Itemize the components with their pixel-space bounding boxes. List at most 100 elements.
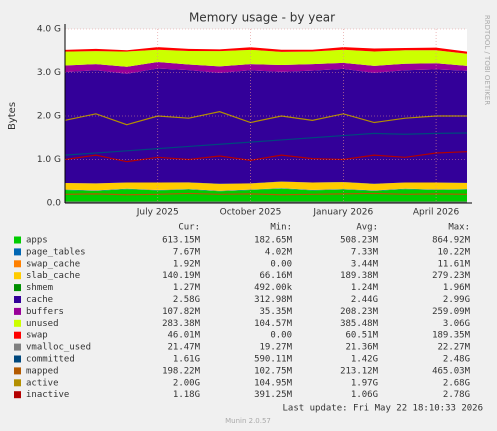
legend-value: 613.15M	[162, 236, 201, 246]
y-tick-label: 2.0 G	[37, 112, 61, 122]
area	[65, 188, 467, 203]
legend-value: 1.06G	[351, 390, 378, 400]
legend-value: 2.78G	[443, 390, 470, 400]
legend-value: 492.00k	[254, 283, 293, 293]
legend-value: 312.98M	[254, 295, 293, 305]
legend-swatch	[14, 379, 21, 387]
legend-value: 140.19M	[162, 271, 201, 281]
legend-value: 10.22M	[437, 247, 470, 257]
legend-value: 1.42G	[351, 355, 378, 365]
area	[65, 188, 467, 191]
legend-value: 1.18G	[173, 390, 200, 400]
line	[64, 151, 468, 163]
y-tick-label: 4.0 G	[37, 25, 61, 35]
legend-value: 1.92M	[173, 259, 201, 269]
legend-value: 2.48G	[443, 355, 470, 365]
legend-value: 107.82M	[162, 307, 201, 317]
legend-swatch	[14, 307, 21, 315]
legend-value: 0.00	[270, 259, 292, 269]
area	[65, 68, 467, 184]
legend-value: 11.61M	[437, 259, 470, 269]
legend-swatch	[14, 343, 21, 351]
legend-value: 3.44M	[351, 259, 379, 269]
legend-value: 279.23M	[432, 271, 471, 281]
legend-value: 213.12M	[340, 366, 379, 376]
legend-value: 104.95M	[254, 378, 293, 388]
legend-swatch	[14, 248, 21, 256]
legend-value: 0.00	[270, 331, 292, 341]
legend-value: 864.92M	[432, 236, 471, 246]
legend-value: 46.01M	[167, 331, 200, 341]
legend-value: 259.09M	[432, 307, 471, 317]
legend-value: 391.25M	[254, 390, 293, 400]
y-axis-label: Bytes	[7, 102, 18, 130]
legend-value: 21.47M	[167, 343, 200, 353]
y-tick-label: 3.0 G	[37, 68, 61, 78]
legend-label: cache	[26, 295, 53, 305]
y-tick-label: 0.0	[47, 199, 62, 209]
x-tick-label: July 2025	[136, 208, 179, 218]
legend-value: 465.03M	[432, 366, 471, 376]
x-tick-label: April 2026	[413, 208, 460, 218]
legend-value: 4.02M	[265, 247, 293, 257]
legend-swatch	[14, 355, 21, 363]
legend-label: active	[26, 378, 59, 388]
legend-value: 2.44G	[351, 295, 378, 305]
legend-value: 2.99G	[443, 295, 470, 305]
legend-header: Max:	[448, 223, 470, 233]
x-tick-label: October 2025	[220, 208, 282, 218]
x-tick-label: January 2026	[312, 208, 373, 218]
legend-header: Cur:	[178, 223, 200, 233]
legend-value: 508.23M	[340, 236, 379, 246]
legend-value: 21.36M	[345, 343, 378, 353]
legend-header: Avg:	[356, 223, 378, 233]
legend-value: 1.61G	[173, 355, 200, 365]
legend-value: 198.22M	[162, 366, 201, 376]
legend-value: 19.27M	[259, 343, 292, 353]
legend-label: slab_cache	[26, 271, 80, 281]
legend-value: 189.38M	[340, 271, 379, 281]
legend-value: 182.65M	[254, 236, 293, 246]
legend-value: 1.97G	[351, 378, 378, 388]
legend-value: 1.27M	[173, 283, 201, 293]
legend-header: Min:	[270, 223, 292, 233]
legend-value: 22.27M	[437, 343, 470, 353]
legend-swatch	[14, 272, 21, 280]
legend-value: 66.16M	[259, 271, 292, 281]
legend-value: 35.35M	[259, 307, 292, 317]
area	[65, 188, 467, 192]
legend-swatch	[14, 319, 21, 327]
area	[65, 61, 467, 74]
side-text: RRDTOOL / TOBI OETIKER	[483, 15, 491, 105]
area	[65, 49, 467, 67]
legend-label: swap	[26, 331, 48, 341]
last-update: Last update: Fri May 22 18:10:33 2026	[283, 404, 483, 414]
legend-label: inactive	[26, 390, 69, 400]
legend-swatch	[14, 260, 21, 268]
chart-title: Memory usage - by year	[189, 11, 335, 25]
footer: Munin 2.0.57	[225, 417, 271, 425]
legend-value: 2.58G	[173, 295, 200, 305]
legend-value: 283.38M	[162, 319, 201, 329]
legend-label: committed	[26, 355, 75, 365]
legend-value: 7.33M	[351, 247, 379, 257]
legend-value: 60.51M	[345, 331, 378, 341]
legend-value: 2.00G	[173, 378, 200, 388]
legend-value: 189.35M	[432, 331, 471, 341]
legend-swatch	[14, 391, 21, 399]
legend-value: 590.11M	[254, 355, 293, 365]
area	[65, 47, 467, 54]
y-tick-label: 1.0 G	[37, 155, 61, 165]
legend-value: 1.24M	[351, 283, 379, 293]
legend-swatch	[14, 236, 21, 244]
legend-label: unused	[26, 319, 59, 329]
legend-label: swap_cache	[26, 259, 80, 269]
legend-value: 1.96M	[443, 283, 471, 293]
area	[65, 181, 467, 191]
line	[64, 111, 467, 126]
legend-swatch	[14, 296, 21, 303]
legend-label: mapped	[26, 366, 59, 376]
legend-value: 385.48M	[340, 319, 379, 329]
legend-value: 104.57M	[254, 319, 293, 329]
